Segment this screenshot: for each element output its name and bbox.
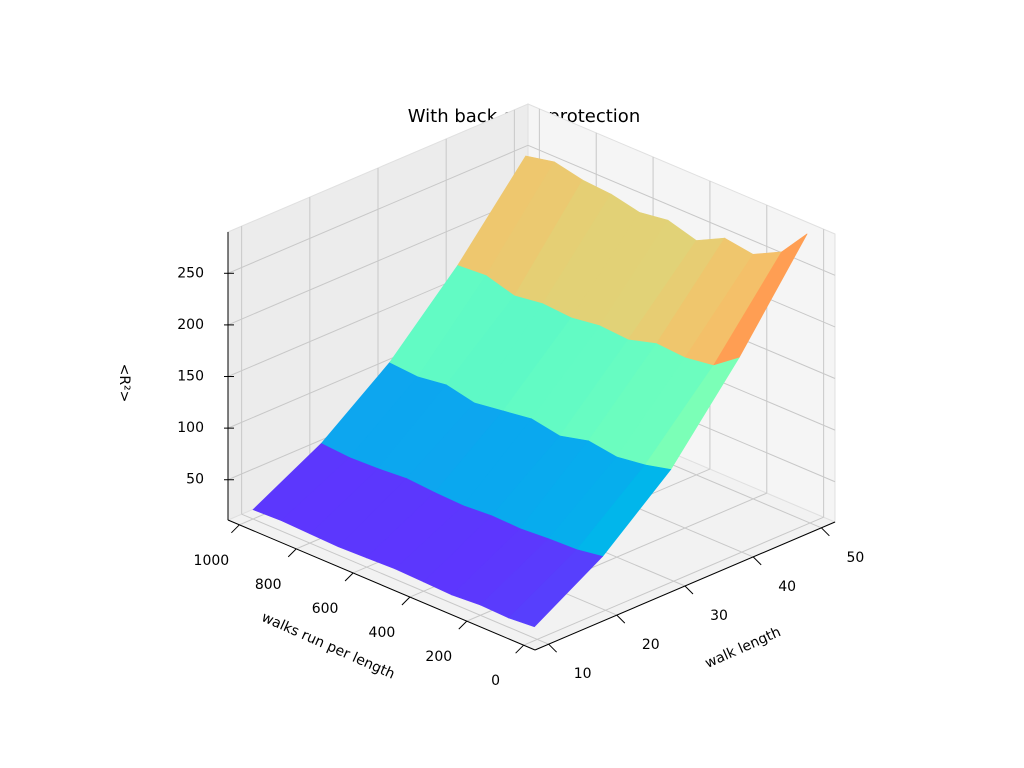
z-tick-label: 50 — [186, 472, 204, 488]
y-tick-label: 0 — [491, 673, 500, 689]
x-tick-label: 20 — [642, 637, 660, 653]
tick-mark — [548, 643, 557, 653]
tick-mark — [458, 620, 468, 630]
y-tick-label: 600 — [312, 601, 339, 617]
tick-mark — [401, 596, 411, 606]
x-tick-label: 10 — [574, 666, 592, 682]
z-tick-label: 250 — [177, 265, 204, 281]
z-tick-label: 100 — [177, 420, 204, 436]
z-tick-label: 200 — [177, 317, 204, 333]
y-tick-label: 200 — [425, 649, 452, 665]
grid-line — [227, 196, 529, 326]
tick-mark — [231, 524, 240, 534]
tick-mark — [515, 644, 524, 654]
x-tick-label: 30 — [710, 608, 728, 624]
grid-line — [523, 516, 824, 646]
tick-mark — [752, 556, 762, 566]
tick-mark — [287, 548, 297, 558]
grid-line — [241, 513, 549, 645]
surface-face — [508, 549, 604, 628]
x-tick-label: 50 — [846, 550, 864, 566]
tick-mark — [684, 585, 694, 595]
z-tick-label: 150 — [177, 369, 204, 385]
tick-mark — [821, 527, 830, 537]
z-axis-label: <R²> — [116, 364, 132, 403]
y-tick-label: 800 — [255, 577, 282, 593]
tick-mark — [344, 572, 354, 582]
y-axis — [227, 519, 536, 651]
x-tick-label: 40 — [778, 579, 796, 595]
y-tick-label: 400 — [369, 625, 396, 641]
y-tick-label: 1000 — [194, 553, 230, 569]
tick-mark — [616, 614, 626, 624]
grid-line — [227, 144, 529, 274]
x-axis — [534, 521, 836, 651]
